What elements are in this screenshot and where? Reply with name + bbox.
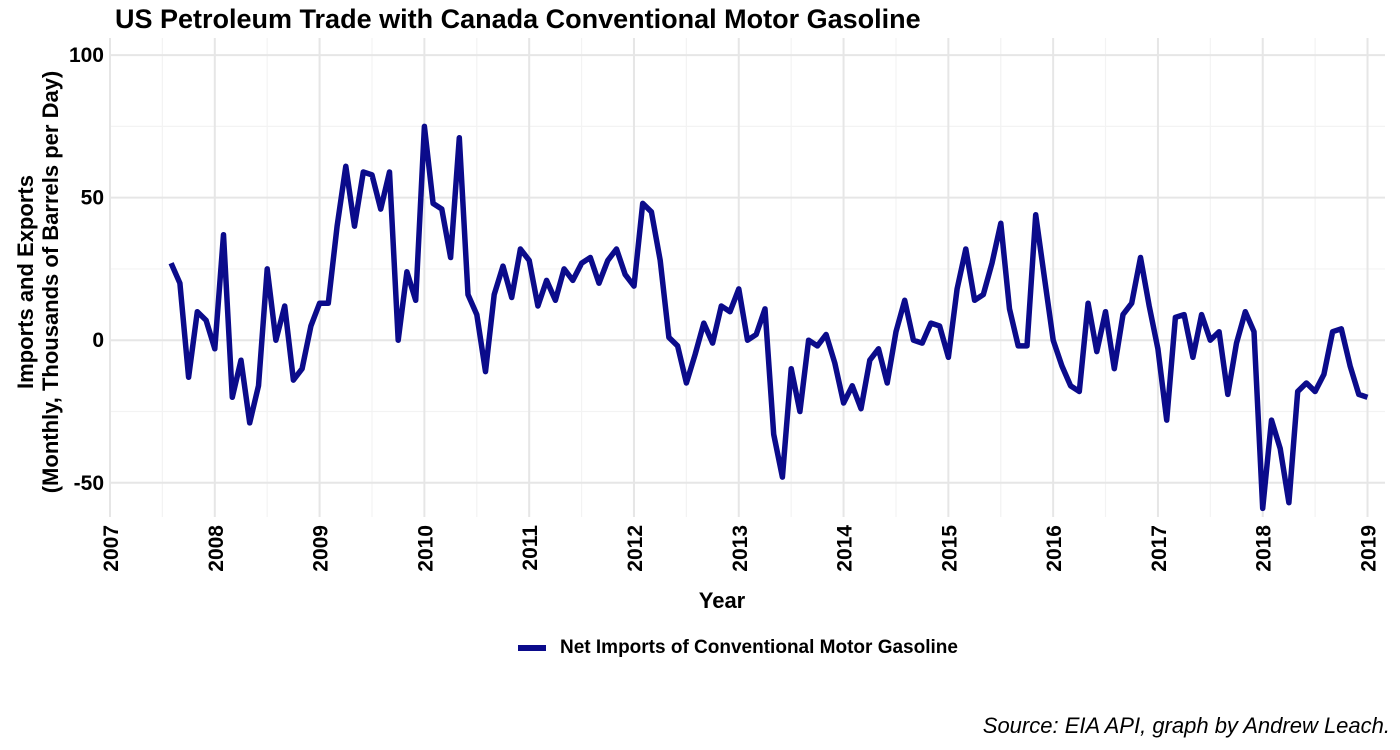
series-line <box>168 123 1369 512</box>
y-tick-label: 50 <box>81 187 104 210</box>
legend-label: Net Imports of Conventional Motor Gasoli… <box>560 637 958 658</box>
y-axis-title-line: (Monthly, Thousands of Barrels per Day) <box>38 70 63 494</box>
x-tick-label: 2015 <box>938 525 961 572</box>
x-tick-label: 2018 <box>1253 525 1276 572</box>
x-tick-label: 2016 <box>1043 525 1066 572</box>
chart-title: US Petroleum Trade with Canada Conventio… <box>115 4 921 34</box>
legend: Net Imports of Conventional Motor Gasoli… <box>518 637 958 659</box>
y-tick-label: -50 <box>74 472 104 495</box>
x-tick-label: 2012 <box>624 525 647 572</box>
x-tick-label: 2017 <box>1148 525 1171 572</box>
x-tick-label: 2014 <box>834 525 857 572</box>
y-tick-label: 100 <box>69 44 104 67</box>
x-axis-title: Year <box>698 588 746 613</box>
source-caption: Source: EIA API, graph by Andrew Leach. <box>982 713 1390 738</box>
x-tick-label: 2009 <box>310 525 333 572</box>
legend-swatch <box>518 645 546 651</box>
y-tick-label: 0 <box>92 329 104 352</box>
x-tick-label: 2010 <box>414 525 437 572</box>
x-tick-label: 2008 <box>205 525 228 572</box>
x-tick-label: 2007 <box>100 525 123 572</box>
x-tick-label: 2013 <box>729 525 752 572</box>
y-axis-title-line: Imports and Exports <box>13 175 38 389</box>
x-tick-label: 2019 <box>1358 525 1381 572</box>
x-tick-label: 2011 <box>519 525 542 571</box>
